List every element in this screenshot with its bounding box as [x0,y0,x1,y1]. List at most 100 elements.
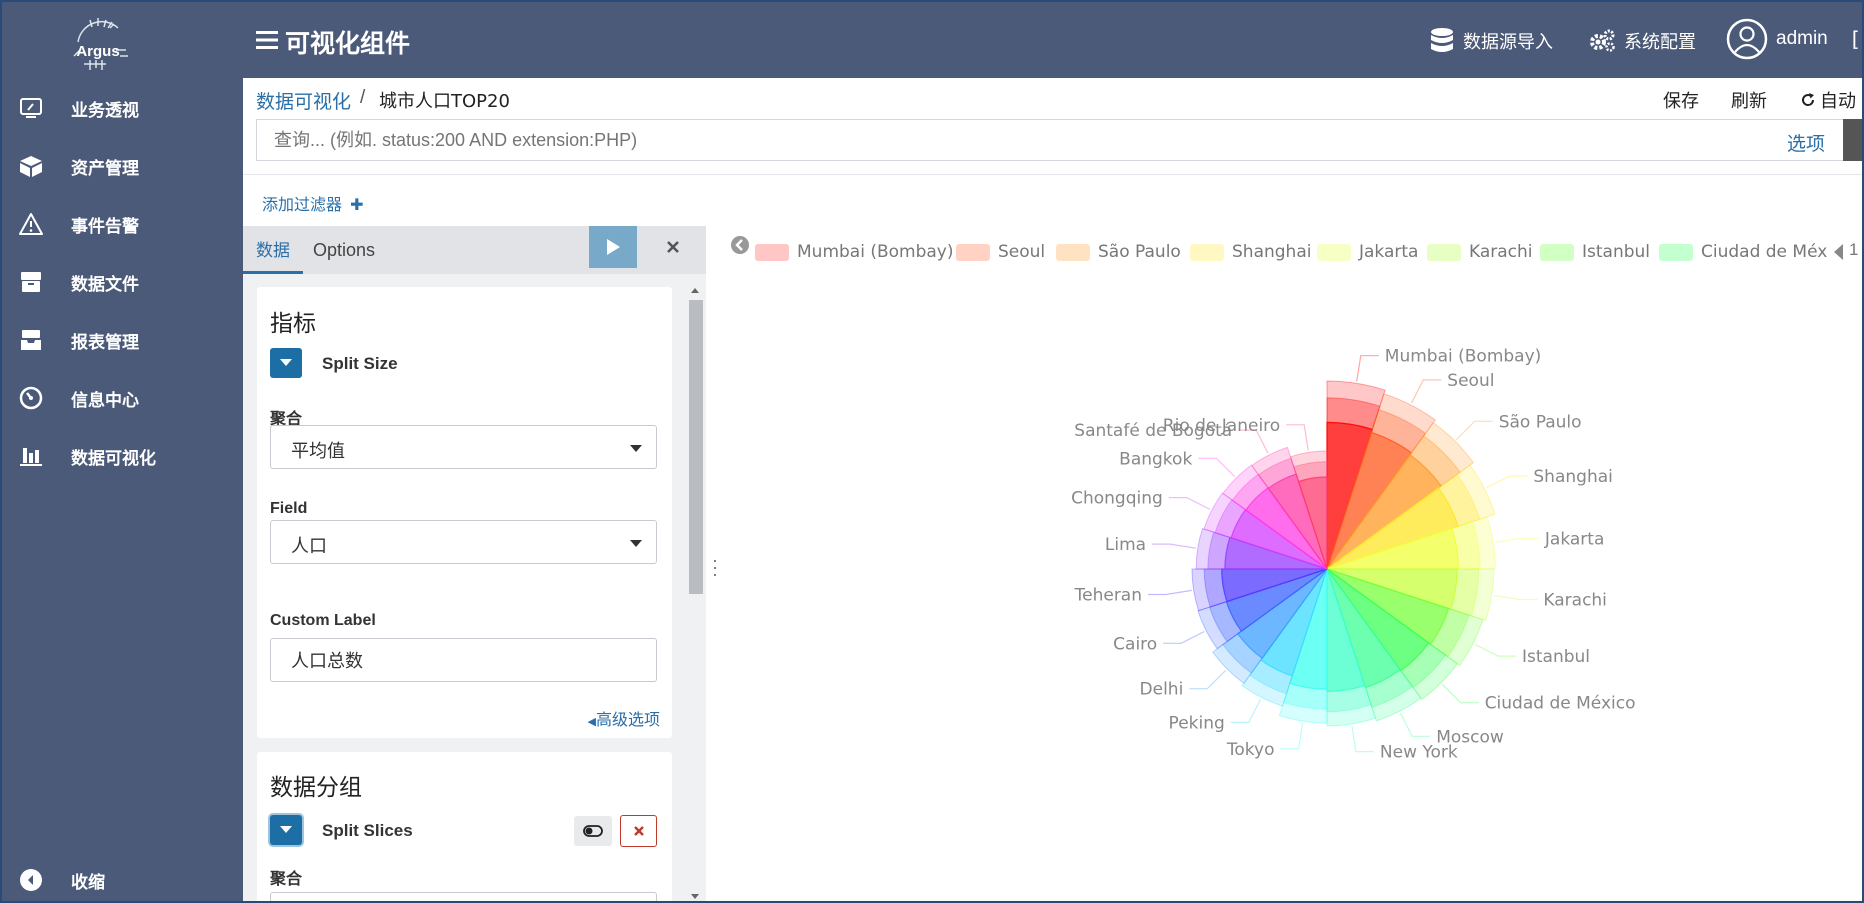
slice-bangkok[interactable] [1222,464,1328,570]
search-input[interactable] [257,120,1777,160]
breadcrumb-parent-link[interactable]: 数据可视化 [256,91,352,113]
legend-item-mumbai[interactable]: Mumbai (Bombay) [755,240,954,264]
bucket-aggregation-select[interactable] [270,892,657,903]
inbox-icon [18,327,44,353]
advanced-options-link[interactable]: ◀高级选项 [588,706,660,730]
user-menu[interactable]: admin [ [1726,18,1860,60]
slice-new-york[interactable] [1326,568,1377,727]
sidebar-collapse-label: 收缩 [71,872,105,893]
label-leader-line [1280,723,1304,750]
label-leader-line [1410,379,1442,404]
label-leader-line [1163,630,1205,644]
system-settings-button[interactable]: 系统配置 [1588,24,1696,58]
slice-rio-de-janeiro[interactable] [1289,450,1328,570]
slice-ring [1326,487,1459,570]
remove-bucket-button[interactable] [620,815,657,847]
toggle-bucket-button[interactable] [574,816,612,846]
legend-item-shanghai[interactable]: Shanghai [1190,240,1311,264]
query-options-button[interactable]: 选项 [1786,133,1825,155]
bucket-collapse-toggle[interactable] [270,815,302,845]
warning-icon [18,211,44,237]
sidebar-item-visualize[interactable]: 数据可视化 [0,431,243,481]
tab-options[interactable]: Options [313,226,375,274]
scroll-up-icon[interactable] [691,288,699,293]
datasource-import-button[interactable]: 数据源导入 [1430,24,1553,58]
metric-collapse-toggle[interactable] [270,348,302,378]
logout-icon[interactable]: [ [1851,27,1860,51]
slice-ring [1236,568,1328,660]
editor-tabs: 数据 Options [243,226,706,274]
slice-shanghai[interactable] [1326,464,1496,570]
legend-item-seoul[interactable]: Seoul [956,240,1045,264]
legend-label: Mumbai (Bombay) [797,242,954,262]
legend-swatch [1427,243,1461,261]
apply-button[interactable] [589,226,637,268]
search-submit-button[interactable] [1843,119,1864,161]
slice-delhi[interactable] [1212,568,1328,684]
sidebar-item-reports[interactable]: 报表管理 [0,315,243,365]
legend-swatch [1317,243,1351,261]
sidebar-collapse-button[interactable]: 收缩 [0,857,243,903]
menu-icon[interactable] [256,30,278,50]
slice-ring [1326,568,1402,689]
resize-handle[interactable] [712,560,718,576]
slice-ring [1326,527,1459,570]
legend-item-ciudad-de-mexico[interactable]: Ciudad de Méx [1659,240,1827,264]
save-button[interactable]: 保存 [1663,91,1699,112]
database-icon [1430,27,1454,55]
scroll-thumb[interactable] [689,300,703,594]
sidebar-item-assets[interactable]: 资产管理 [0,141,243,191]
custom-label-input[interactable] [270,638,657,682]
auto-refresh-button[interactable]: 自动 [1800,87,1856,113]
legend-label: Karachi [1469,242,1533,262]
sidebar-item-alerts[interactable]: 事件告警 [0,199,243,249]
aggregation-select[interactable]: 平均值 [270,425,657,469]
sidebar-item-label: 业务透视 [71,100,139,121]
legend-item-istanbul[interactable]: Istanbul [1540,240,1650,264]
discard-button[interactable] [643,226,703,268]
legend-item-jakarta[interactable]: Jakarta [1317,240,1418,264]
chart-legend: Mumbai (Bombay) Seoul São Paulo Shanghai… [722,226,1864,286]
sidebar-item-business[interactable]: 业务透视 [0,83,243,133]
label-leader-line [1485,475,1528,489]
slice-teheran[interactable] [1191,568,1328,612]
add-filter-button[interactable]: 添加过滤器 ✚ [262,191,364,215]
slice-label: Karachi [1543,591,1607,611]
slice-ring [1326,568,1366,693]
metrics-panel: 指标 Split Size 聚合 平均值 Field 人口 Custom Lab… [257,287,672,738]
legend-item-sao-paulo[interactable]: São Paulo [1056,240,1181,264]
slice-ring [1326,453,1443,570]
divider [243,174,1864,175]
tab-data[interactable]: 数据 [243,226,303,274]
legend-swatch [956,243,990,261]
sidebar-item-info[interactable]: 信息中心 [0,373,243,423]
label-leader-line [1230,698,1262,723]
refresh-button[interactable]: 刷新 [1731,91,1767,112]
slice-seoul[interactable] [1326,393,1436,570]
label-leader-line [1441,683,1479,704]
slice-peking[interactable] [1241,568,1328,707]
slice-label: Chongqing [1071,489,1163,509]
datasource-import-label: 数据源导入 [1463,32,1553,53]
slice-santafe-de-bogota[interactable] [1251,446,1328,570]
legend-item-karachi[interactable]: Karachi [1427,240,1533,264]
slice-chongqing[interactable] [1203,492,1328,570]
slice-istanbul[interactable] [1326,568,1484,667]
slice-jakarta[interactable] [1326,516,1496,570]
slice-ring [1326,568,1430,672]
slice-moscow[interactable] [1326,568,1422,722]
slice-tokyo[interactable] [1278,568,1328,724]
label-leader-line [1495,537,1539,543]
vis-editor-sidebar: 数据 Options 指标 Split Size 聚合 平均值 Field 人口 [243,226,706,903]
slice-label: Teheran [1074,586,1142,606]
slice-cairo[interactable] [1197,568,1328,650]
legend-prev-icon[interactable] [730,235,750,255]
sidebar-item-datafiles[interactable]: 数据文件 [0,257,243,307]
scroll-down-icon[interactable] [691,894,699,899]
tab-label: Options [313,239,376,260]
slice-ciudad-de-mexico[interactable] [1326,568,1459,701]
slice-sao-paulo[interactable] [1326,421,1475,570]
legend-next-icon[interactable] [1832,242,1844,262]
editor-scrollbar[interactable] [687,280,703,903]
field-select[interactable]: 人口 [270,520,657,564]
